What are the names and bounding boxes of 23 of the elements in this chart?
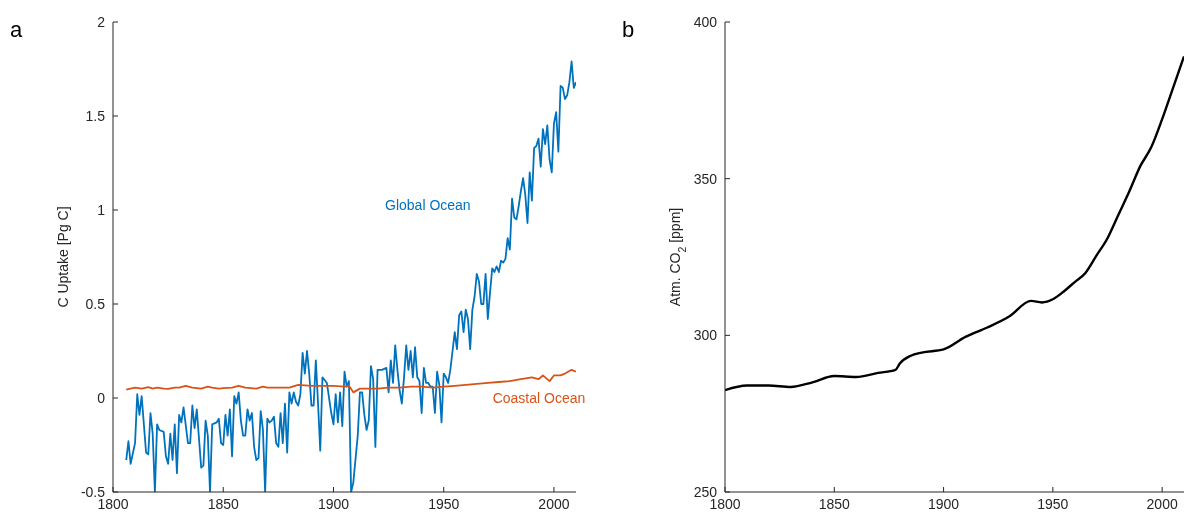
x-tick-label: 1900	[317, 496, 350, 512]
x-tick-label: 2000	[1146, 496, 1178, 512]
x-tick-label: 1950	[428, 496, 460, 512]
line-series	[125, 368, 576, 394]
x-tick-label: 1850	[207, 496, 240, 512]
y-tick-label: 0.5	[85, 296, 106, 312]
y-tick-label: 400	[693, 14, 718, 30]
chart-title: a	[10, 17, 23, 42]
y-tick-label: 350	[693, 170, 718, 187]
series-label: Coastal Ocean	[492, 389, 586, 406]
y-tick-label: 1	[97, 202, 106, 218]
x-tick-label: 1950	[1037, 496, 1069, 512]
y-tick-label: 0	[97, 390, 106, 406]
x-tick-label: 1900	[927, 496, 960, 512]
y-tick-label: 2	[97, 14, 106, 30]
line-series	[725, 55, 1184, 392]
y-tick-label: 1.5	[85, 108, 106, 124]
chart-title: b	[622, 17, 635, 42]
y-axis-title: C Uptake [Pg C]	[55, 206, 71, 308]
x-tick-label: 2000	[538, 496, 570, 512]
x-tick-label: 1850	[818, 496, 851, 512]
text: Global Ocean	[385, 197, 471, 213]
y-tick-label: 300	[693, 327, 718, 344]
